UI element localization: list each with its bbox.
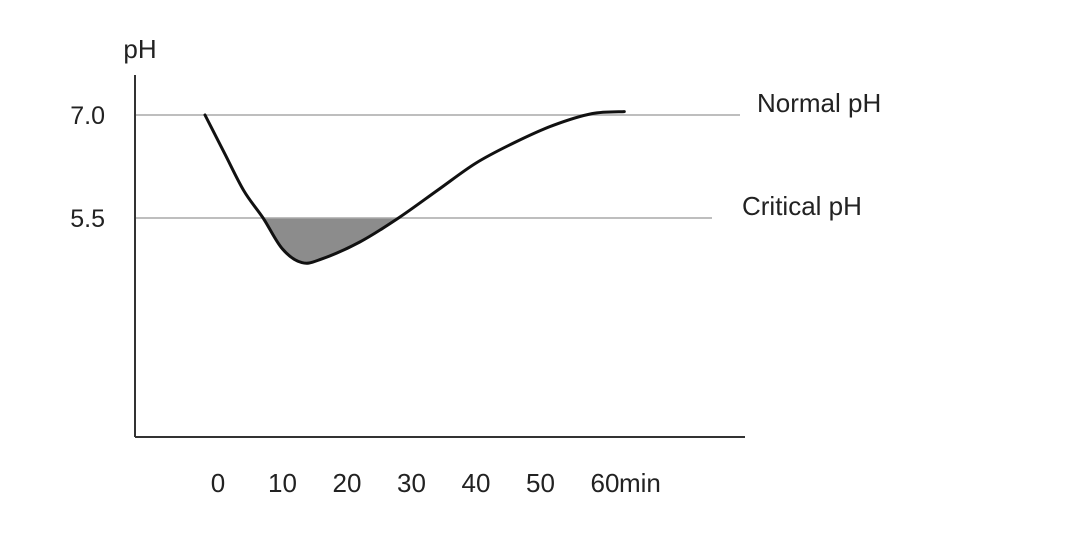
ph-curve xyxy=(203,110,626,265)
y-tick-label-1: 7.0 xyxy=(70,102,105,130)
x-unit-label: min xyxy=(619,468,661,498)
reference-line-label-0: Normal pH xyxy=(757,88,881,118)
reference-line-label-1: Critical pH xyxy=(742,191,862,221)
x-tick-label-0: 0 xyxy=(211,468,225,498)
x-tick-label-6: 60 xyxy=(591,468,620,498)
x-tick-label-4: 40 xyxy=(462,468,491,498)
y-axis-label: pH xyxy=(123,34,156,64)
critical-shaded-area xyxy=(263,218,399,264)
x-tick-label-3: 30 xyxy=(397,468,426,498)
x-tick-label-5: 50 xyxy=(526,468,555,498)
y-tick-label-0: 5.5 xyxy=(70,205,105,233)
x-tick-label-1: 10 xyxy=(268,468,297,498)
x-tick-label-2: 20 xyxy=(333,468,362,498)
